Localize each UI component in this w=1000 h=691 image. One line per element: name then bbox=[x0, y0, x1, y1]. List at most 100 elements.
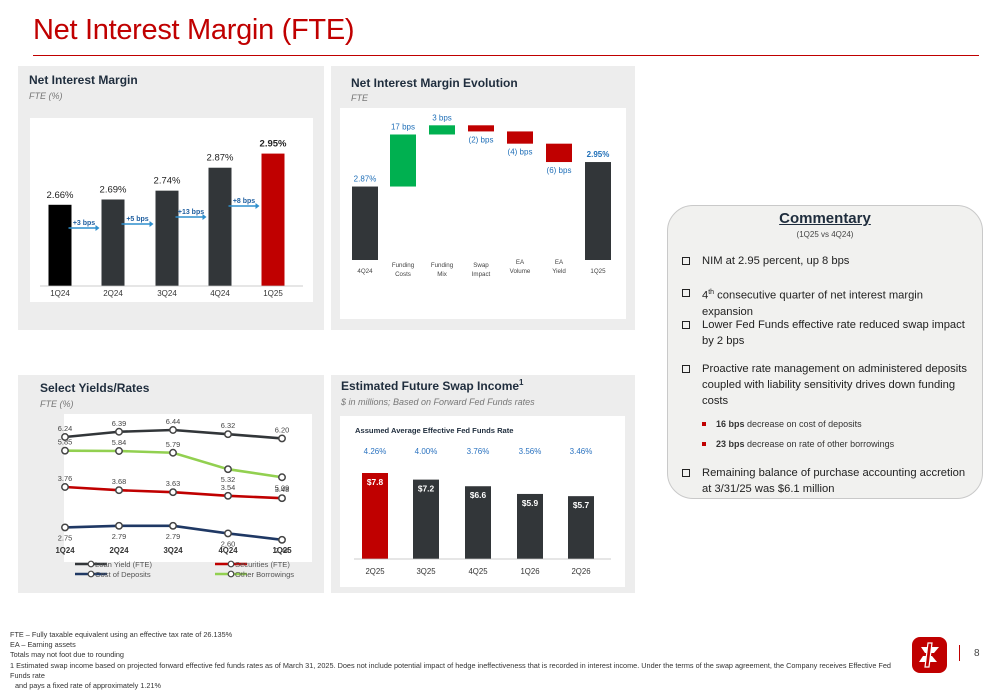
yields-line-chart: 6.24 6.39 6.44 6.32 6.20 5.85 5.84 5.79 5.32 5.09… bbox=[55, 414, 312, 579]
yields-value-label: 3.48 bbox=[275, 485, 289, 494]
yields-value-label: 5.09 bbox=[275, 483, 289, 492]
nim-bar bbox=[261, 153, 285, 286]
legend-swatch-marker bbox=[227, 570, 235, 578]
waterfall-value-label: 2.87% bbox=[354, 175, 377, 184]
yields-value-label: 3.54 bbox=[221, 483, 235, 492]
fed-funds-rate-label: 4.00% bbox=[415, 447, 438, 456]
commentary-bullet-text: 4th consecutive quarter of net interest … bbox=[682, 285, 972, 320]
nim-category-label: 1Q25 bbox=[263, 289, 283, 298]
swap-title-text: Estimated Future Swap Income bbox=[341, 379, 520, 393]
waterfall-category-label: EA bbox=[516, 259, 525, 266]
nim-category-label: 2Q24 bbox=[103, 289, 123, 298]
yields-panel-subtitle: FTE (%) bbox=[40, 399, 74, 409]
yields-value-label: 3.68 bbox=[112, 477, 126, 486]
waterfall-category-label: Funding bbox=[431, 262, 454, 269]
sub-bullet-text: 16 bps decrease on cost of deposits bbox=[702, 419, 962, 429]
nim-value-label: 2.66% bbox=[47, 190, 74, 201]
checkbox-bullet-icon bbox=[682, 365, 690, 373]
nim-panel: Net Interest Margin FTE (%) 2.66% 1Q24 2.6… bbox=[18, 66, 324, 330]
fed-funds-rate-label: 3.76% bbox=[467, 447, 490, 456]
fed-funds-rate-label: 4.26% bbox=[364, 447, 387, 456]
swap-bar bbox=[517, 493, 543, 559]
yields-data-point bbox=[224, 430, 232, 439]
nim-category-label: 4Q24 bbox=[210, 289, 230, 298]
waterfall-value-label: 17 bps bbox=[391, 122, 415, 131]
yields-value-label: 2.79 bbox=[112, 532, 126, 541]
waterfall-category-label: 1Q25 bbox=[590, 268, 606, 275]
nim-panel-title: Net Interest Margin bbox=[29, 73, 138, 87]
nim-bar-chart: 2.66% 1Q24 2.69% 2Q24 2.74% 3Q24 2.87% 4Q24 2.95… bbox=[40, 139, 303, 298]
nim-category-label: 3Q24 bbox=[157, 289, 177, 298]
commentary-sub-bullet-1: 16 bps decrease on cost of deposits bbox=[702, 419, 962, 429]
arrow-head-icon bbox=[149, 221, 154, 227]
nim-change-label: +8 bps bbox=[233, 198, 255, 205]
bullet-2-rest: consecutive quarter of net interest marg… bbox=[702, 289, 924, 318]
commentary-bullet-text: Remaining balance of purchase accounting… bbox=[702, 467, 966, 495]
nim-panel-subtitle: FTE (%) bbox=[29, 91, 63, 101]
legend-swatch-marker bbox=[87, 570, 95, 578]
waterfall-value-label: (4) bps bbox=[508, 148, 533, 157]
yields-data-point bbox=[224, 529, 232, 538]
yields-data-point bbox=[278, 434, 286, 443]
yields-data-point bbox=[278, 494, 286, 503]
waterfall-bar bbox=[352, 186, 378, 260]
yields-category-label: 1Q24 bbox=[55, 546, 75, 555]
yields-data-point bbox=[224, 465, 232, 474]
sub-bullet-2-rest: decrease on rate of other borrowings bbox=[744, 439, 895, 449]
sub-bullet-2-bold: 23 bps bbox=[716, 439, 745, 449]
yields-category-label: 4Q24 bbox=[218, 546, 238, 555]
yields-data-point bbox=[61, 523, 69, 532]
yields-value-label: 6.32 bbox=[221, 421, 235, 430]
nim-value-label: 2.74% bbox=[154, 176, 181, 187]
checkbox-bullet-icon bbox=[682, 289, 690, 297]
evolution-chart-area: 2.87% 4Q24 17 bps Funding Costs 3 bps Funding M… bbox=[340, 108, 626, 319]
footnotes: FTE – Fully taxable equivalent using an … bbox=[10, 630, 910, 691]
commentary-title: Commentary bbox=[779, 210, 871, 227]
page-title: Net Interest Margin (FTE) bbox=[33, 14, 355, 46]
legend-swatch-marker bbox=[87, 560, 95, 568]
swap-category-label: 2Q25 bbox=[365, 567, 385, 576]
sub-bullet-1-bold: 16 bps bbox=[716, 419, 745, 429]
yields-data-point bbox=[169, 426, 177, 434]
yields-data-point bbox=[169, 488, 177, 497]
company-logo-icon bbox=[912, 637, 947, 673]
nim-change-label: +3 bps bbox=[73, 220, 95, 227]
swap-title-footnote: 1 bbox=[519, 378, 524, 387]
nim-bar bbox=[48, 204, 72, 286]
swap-value-label: $7.2 bbox=[418, 484, 435, 494]
swap-bar bbox=[568, 496, 594, 559]
sub-bullet-text: 23 bps decrease on rate of other borrowi… bbox=[702, 439, 962, 449]
waterfall-category-label: EA bbox=[555, 259, 564, 266]
yields-value-label: 6.44 bbox=[166, 417, 180, 426]
waterfall-category-label: Yield bbox=[552, 268, 566, 275]
yields-category-label: 2Q24 bbox=[109, 546, 129, 555]
yields-value-label: 5.79 bbox=[166, 440, 180, 449]
nim-value-label: 2.95% bbox=[260, 139, 287, 150]
yields-value-label: 2.60 bbox=[221, 539, 235, 548]
arrow-head-icon bbox=[255, 203, 260, 209]
commentary-box: Commentary (1Q25 vs 4Q24) NIM at 2.95 pe… bbox=[667, 205, 983, 499]
swap-bar bbox=[465, 486, 491, 559]
yields-data-point bbox=[169, 521, 177, 530]
checkbox-bullet-icon bbox=[682, 257, 690, 265]
page-number: 8 bbox=[974, 648, 980, 659]
yields-value-label: 3.63 bbox=[166, 479, 180, 488]
waterfall-category-label: Funding bbox=[392, 262, 415, 269]
yields-data-point bbox=[115, 427, 123, 436]
swap-panel-subtitle: $ in millions; Based on Forward Fed Fund… bbox=[341, 397, 535, 407]
waterfall-bar bbox=[546, 143, 572, 163]
yields-value-label: 3.76 bbox=[58, 474, 72, 483]
legend-swatch-marker bbox=[227, 560, 235, 568]
sub-bullet-1-rest: decrease on cost of deposits bbox=[744, 419, 862, 429]
swap-category-label: 1Q26 bbox=[520, 567, 539, 576]
fed-funds-rate-label: 3.56% bbox=[519, 447, 542, 456]
yields-value-label: 6.24 bbox=[58, 424, 72, 433]
commentary-sub-bullet-2: 23 bps decrease on rate of other borrowi… bbox=[702, 439, 962, 449]
waterfall-bar bbox=[507, 131, 533, 144]
yields-data-point bbox=[61, 433, 69, 441]
yields-data-point bbox=[115, 521, 123, 530]
square-bullet-icon bbox=[702, 422, 706, 426]
waterfall-category-label: Impact bbox=[472, 271, 491, 278]
nim-change-label: +5 bps bbox=[126, 216, 148, 223]
title-divider bbox=[33, 55, 979, 56]
